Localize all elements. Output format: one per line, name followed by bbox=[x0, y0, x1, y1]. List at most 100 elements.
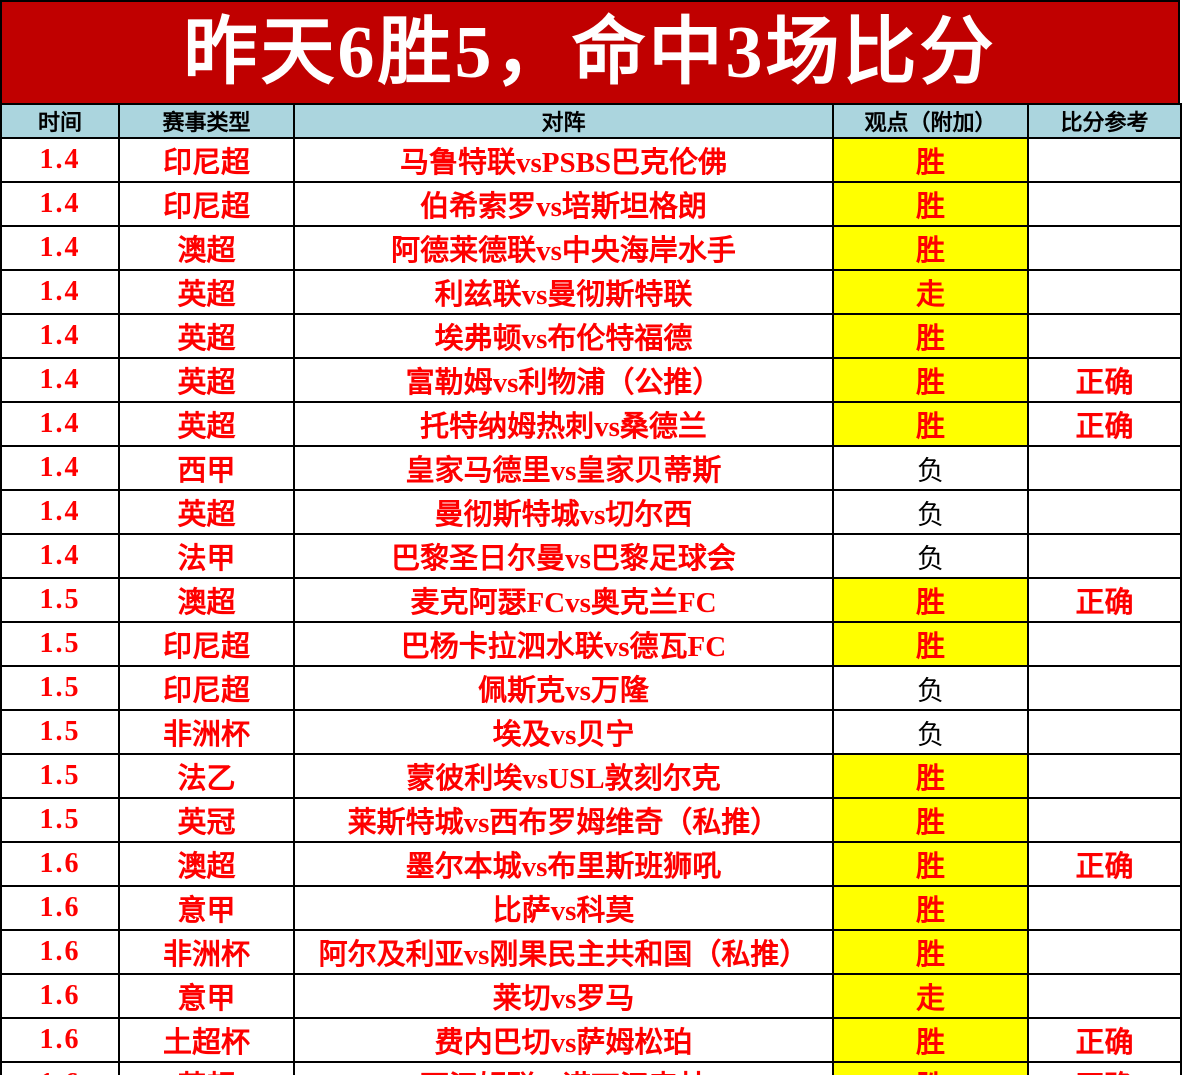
match-teams-cell: 托特纳姆热刺vs桑德兰 bbox=[293, 401, 834, 447]
match-row: 1.6英超西汉姆联vs诺丁汉森林胜正确 bbox=[0, 1061, 1182, 1075]
match-time-cell: 1.4 bbox=[0, 225, 120, 271]
match-league-cell: 英超 bbox=[118, 401, 295, 447]
result-cell bbox=[1027, 137, 1182, 183]
match-time-cell: 1.4 bbox=[0, 357, 120, 403]
match-teams-cell: 利兹联vs曼彻斯特联 bbox=[293, 269, 834, 315]
header-row: 时间 赛事类型 对阵 观点（附加） 比分参考 bbox=[0, 103, 1182, 139]
pick-cell: 胜 bbox=[832, 313, 1029, 359]
match-row: 1.6 土超杯 费内巴切vs萨姆松珀胜正确 bbox=[0, 1017, 1182, 1063]
match-time-cell: 1.5 bbox=[0, 621, 120, 667]
match-row: 1.4 英超 曼彻斯特城vs切尔西负 bbox=[0, 489, 1182, 535]
match-league-cell: 英冠 bbox=[118, 797, 295, 843]
match-league-cell: 意甲 bbox=[118, 973, 295, 1019]
result-cell: 正确 bbox=[1027, 357, 1182, 403]
match-row: 1.6 意甲 比萨vs科莫胜 bbox=[0, 885, 1182, 931]
result-cell bbox=[1027, 489, 1182, 535]
match-teams-cell: 蒙彼利埃vsUSL敦刻尔克 bbox=[293, 753, 834, 799]
match-league-cell: 澳超 bbox=[118, 841, 295, 887]
result-cell bbox=[1027, 885, 1182, 931]
match-row: 1.4 英超 利兹联vs曼彻斯特联走 bbox=[0, 269, 1182, 315]
match-time-cell: 1.6 bbox=[0, 1061, 120, 1075]
result-cell bbox=[1027, 665, 1182, 711]
match-time-cell: 1.6 bbox=[0, 841, 120, 887]
match-teams-cell: 麦克阿瑟FCvs奥克兰FC bbox=[293, 577, 834, 623]
match-time-cell: 1.6 bbox=[0, 929, 120, 975]
col-header-league: 赛事类型 bbox=[118, 103, 295, 139]
result-cell bbox=[1027, 973, 1182, 1019]
match-row: 1.4 法甲 巴黎圣日尔曼vs巴黎足球会负 bbox=[0, 533, 1182, 579]
pick-cell: 胜 bbox=[832, 885, 1029, 931]
match-teams-cell: 墨尔本城vs布里斯班狮吼 bbox=[293, 841, 834, 887]
match-time-cell: 1.4 bbox=[0, 533, 120, 579]
pick-cell: 负 bbox=[832, 489, 1029, 535]
match-time-cell: 1.6 bbox=[0, 1017, 120, 1063]
match-row: 1.4 英超 托特纳姆热刺vs桑德兰胜正确 bbox=[0, 401, 1182, 447]
match-league-cell: 非洲杯 bbox=[118, 709, 295, 755]
match-teams-cell: 皇家马德里vs皇家贝蒂斯 bbox=[293, 445, 834, 491]
result-cell bbox=[1027, 753, 1182, 799]
pick-cell: 胜 bbox=[832, 1061, 1029, 1075]
match-time-cell: 1.4 bbox=[0, 137, 120, 183]
col-header-match: 对阵 bbox=[293, 103, 834, 139]
result-cell bbox=[1027, 929, 1182, 975]
pick-cell: 胜 bbox=[832, 577, 1029, 623]
col-header-time: 时间 bbox=[0, 103, 120, 139]
match-row: 1.4 英超 富勒姆vs利物浦（公推）胜正确 bbox=[0, 357, 1182, 403]
col-header-pick: 观点（附加） bbox=[832, 103, 1029, 139]
match-row: 1.4 西甲 皇家马德里vs皇家贝蒂斯负 bbox=[0, 445, 1182, 491]
match-teams-cell: 曼彻斯特城vs切尔西 bbox=[293, 489, 834, 535]
result-cell: 正确 bbox=[1027, 401, 1182, 447]
match-row: 1.4 印尼超 伯希索罗vs培斯坦格朗胜 bbox=[0, 181, 1182, 227]
match-league-cell: 意甲 bbox=[118, 885, 295, 931]
result-cell bbox=[1027, 621, 1182, 667]
pick-cell: 负 bbox=[832, 709, 1029, 755]
match-teams-cell: 佩斯克vs万隆 bbox=[293, 665, 834, 711]
pick-cell: 胜 bbox=[832, 1017, 1029, 1063]
col-header-result: 比分参考 bbox=[1027, 103, 1182, 139]
match-teams-cell: 阿德莱德联vs中央海岸水手 bbox=[293, 225, 834, 271]
match-league-cell: 澳超 bbox=[118, 577, 295, 623]
match-league-cell: 英超 bbox=[118, 489, 295, 535]
pick-cell: 胜 bbox=[832, 401, 1029, 447]
result-cell bbox=[1027, 225, 1182, 271]
match-league-cell: 印尼超 bbox=[118, 621, 295, 667]
pick-cell: 胜 bbox=[832, 929, 1029, 975]
match-teams-cell: 西汉姆联vs诺丁汉森林 bbox=[293, 1061, 834, 1075]
match-league-cell: 英超 bbox=[118, 269, 295, 315]
result-cell bbox=[1027, 181, 1182, 227]
pick-cell: 负 bbox=[832, 533, 1029, 579]
match-time-cell: 1.4 bbox=[0, 313, 120, 359]
match-league-cell: 英超 bbox=[118, 313, 295, 359]
result-cell bbox=[1027, 797, 1182, 843]
pick-cell: 负 bbox=[832, 665, 1029, 711]
match-league-cell: 土超杯 bbox=[118, 1017, 295, 1063]
pick-cell: 胜 bbox=[832, 797, 1029, 843]
result-cell bbox=[1027, 709, 1182, 755]
match-row: 1.5 印尼超 巴杨卡拉泗水联vs德瓦FC 胜 bbox=[0, 621, 1182, 667]
match-teams-cell: 巴黎圣日尔曼vs巴黎足球会 bbox=[293, 533, 834, 579]
match-teams-cell: 莱斯特城vs西布罗姆维奇（私推） bbox=[293, 797, 834, 843]
match-row: 1.5 印尼超 佩斯克vs万隆负 bbox=[0, 665, 1182, 711]
match-time-cell: 1.5 bbox=[0, 797, 120, 843]
match-teams-cell: 伯希索罗vs培斯坦格朗 bbox=[293, 181, 834, 227]
match-league-cell: 印尼超 bbox=[118, 665, 295, 711]
match-time-cell: 1.4 bbox=[0, 401, 120, 447]
match-league-cell: 英超 bbox=[118, 1061, 295, 1075]
match-row: 1.4 澳超 阿德莱德联vs中央海岸水手胜 bbox=[0, 225, 1182, 271]
match-league-cell: 澳超 bbox=[118, 225, 295, 271]
result-cell: 正确 bbox=[1027, 841, 1182, 887]
match-time-cell: 1.5 bbox=[0, 665, 120, 711]
match-row: 1.4 英超 埃弗顿vs布伦特福德胜 bbox=[0, 313, 1182, 359]
title-banner: 昨天6胜5，命中3场比分 bbox=[0, 0, 1180, 103]
match-time-cell: 1.5 bbox=[0, 753, 120, 799]
match-league-cell: 印尼超 bbox=[118, 181, 295, 227]
pick-cell: 胜 bbox=[832, 841, 1029, 887]
picks-table-body: 1.4 印尼超 马鲁特联vsPSBS巴克伦佛胜 1.4 印尼超 伯希索罗vs培斯坦格朗胜 1… bbox=[0, 137, 1182, 1075]
match-league-cell: 英超 bbox=[118, 357, 295, 403]
page-title: 昨天6胜5，命中3场比分 bbox=[183, 11, 997, 94]
match-teams-cell: 费内巴切vs萨姆松珀 bbox=[293, 1017, 834, 1063]
match-row: 1.5 澳超 麦克阿瑟FCvs奥克兰FC 胜正确 bbox=[0, 577, 1182, 623]
match-time-cell: 1.4 bbox=[0, 489, 120, 535]
match-time-cell: 1.4 bbox=[0, 445, 120, 491]
